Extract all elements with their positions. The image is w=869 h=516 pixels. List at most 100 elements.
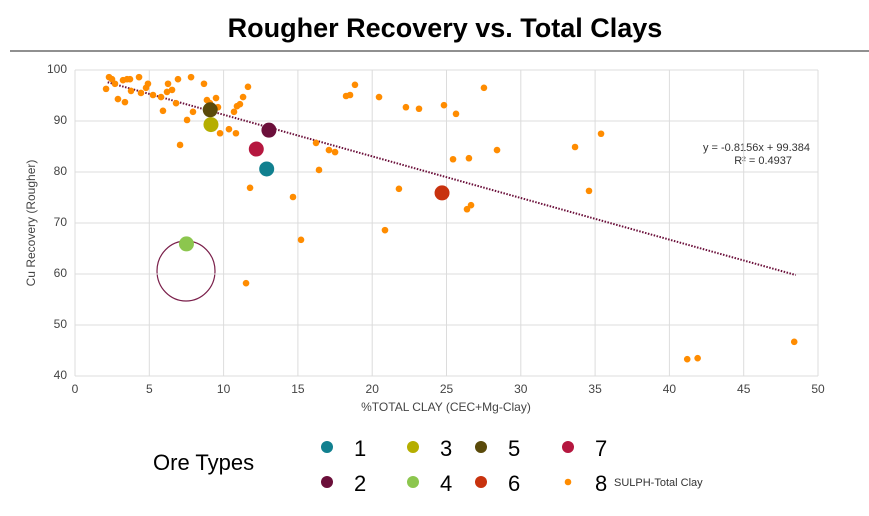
x-tick-label: 45 (737, 382, 751, 396)
data-point (200, 80, 208, 88)
legend-marker (321, 441, 333, 453)
legend-label: 5 (508, 436, 520, 461)
data-point (790, 338, 798, 346)
legend-label: 1 (354, 436, 366, 461)
data-point (216, 129, 224, 137)
data-point (164, 80, 172, 88)
data-point (149, 91, 157, 99)
data-point (683, 355, 691, 363)
data-point (225, 125, 233, 133)
data-point (157, 93, 165, 101)
data-point (440, 101, 448, 109)
data-point (114, 95, 122, 103)
data-point (346, 91, 354, 99)
data-point (137, 89, 145, 97)
data-point (183, 116, 191, 124)
data-point (178, 236, 194, 252)
data-point (467, 201, 475, 209)
legend-marker (407, 476, 419, 488)
r-squared: R² = 0.4937 (734, 155, 792, 167)
data-point (174, 75, 182, 83)
data-point (297, 236, 305, 244)
legend-marker (564, 478, 572, 486)
data-point (203, 117, 219, 133)
legend-marker (475, 476, 487, 488)
data-point (261, 122, 277, 138)
data-point (395, 185, 403, 193)
data-point (571, 143, 579, 151)
data-point (694, 354, 701, 362)
data-point (463, 205, 471, 213)
data-point (168, 86, 176, 94)
data-point (187, 73, 195, 81)
legend-label: 6 (508, 471, 520, 496)
data-point (415, 105, 423, 113)
data-point (232, 129, 240, 137)
data-point (493, 146, 501, 154)
legend-label: 2 (354, 471, 366, 496)
legend-marker (407, 441, 419, 453)
data-point (402, 103, 410, 111)
legend-label: 3 (440, 436, 452, 461)
data-point (325, 146, 333, 154)
x-tick-label: 40 (663, 382, 677, 396)
data-point (434, 185, 450, 201)
legend-note: SULPH-Total Clay (614, 477, 703, 489)
data-point (239, 93, 247, 101)
equation: y = -0.8156x + 99.384 (703, 142, 810, 154)
data-point (248, 141, 264, 157)
x-tick-label: 5 (146, 382, 153, 396)
y-tick-label: 100 (47, 62, 67, 76)
data-point (246, 184, 254, 192)
data-point (102, 85, 110, 93)
x-tick-label: 50 (811, 382, 825, 396)
legend-marker (475, 441, 487, 453)
y-tick-label: 90 (54, 113, 68, 127)
y-axis-label: Cu Recovery (Rougher) (24, 160, 38, 287)
legend-title: Ore Types (153, 450, 254, 475)
y-tick-label: 50 (54, 317, 68, 331)
data-point (159, 107, 167, 115)
data-point (585, 187, 593, 195)
y-tick-label: 60 (54, 266, 68, 280)
data-point (331, 148, 339, 156)
legend-label: 4 (440, 471, 452, 496)
data-point (480, 84, 488, 92)
x-axis-label: %TOTAL CLAY (CEC+Mg-Clay) (361, 400, 531, 414)
legend-label: 7 (595, 436, 607, 461)
data-point (244, 83, 252, 91)
data-point (176, 141, 184, 149)
data-point (351, 81, 359, 89)
x-tick-label: 35 (588, 382, 602, 396)
y-tick-label: 70 (54, 215, 68, 229)
legend-marker (562, 441, 574, 453)
data-point (259, 161, 275, 177)
data-point (236, 100, 244, 108)
data-point (111, 80, 119, 88)
legend-label: 8 (595, 471, 607, 496)
x-tick-label: 10 (217, 382, 231, 396)
data-point (212, 94, 220, 102)
y-tick-label: 80 (54, 164, 68, 178)
data-point (135, 73, 143, 81)
data-point (597, 130, 605, 138)
data-point (163, 88, 171, 96)
y-tick-label: 40 (54, 368, 68, 382)
x-tick-label: 15 (291, 382, 305, 396)
data-point (144, 80, 152, 88)
trendline (107, 81, 796, 276)
x-tick-label: 20 (366, 382, 380, 396)
data-point (242, 279, 250, 287)
data-point (452, 110, 460, 118)
data-point (312, 139, 320, 147)
data-point (121, 98, 129, 106)
data-point (381, 226, 389, 234)
data-point (126, 75, 134, 83)
x-tick-label: 0 (72, 382, 79, 396)
data-point (465, 154, 473, 162)
data-point (315, 166, 323, 174)
data-point (202, 102, 218, 118)
data-point (449, 155, 457, 163)
data-point (230, 108, 238, 116)
